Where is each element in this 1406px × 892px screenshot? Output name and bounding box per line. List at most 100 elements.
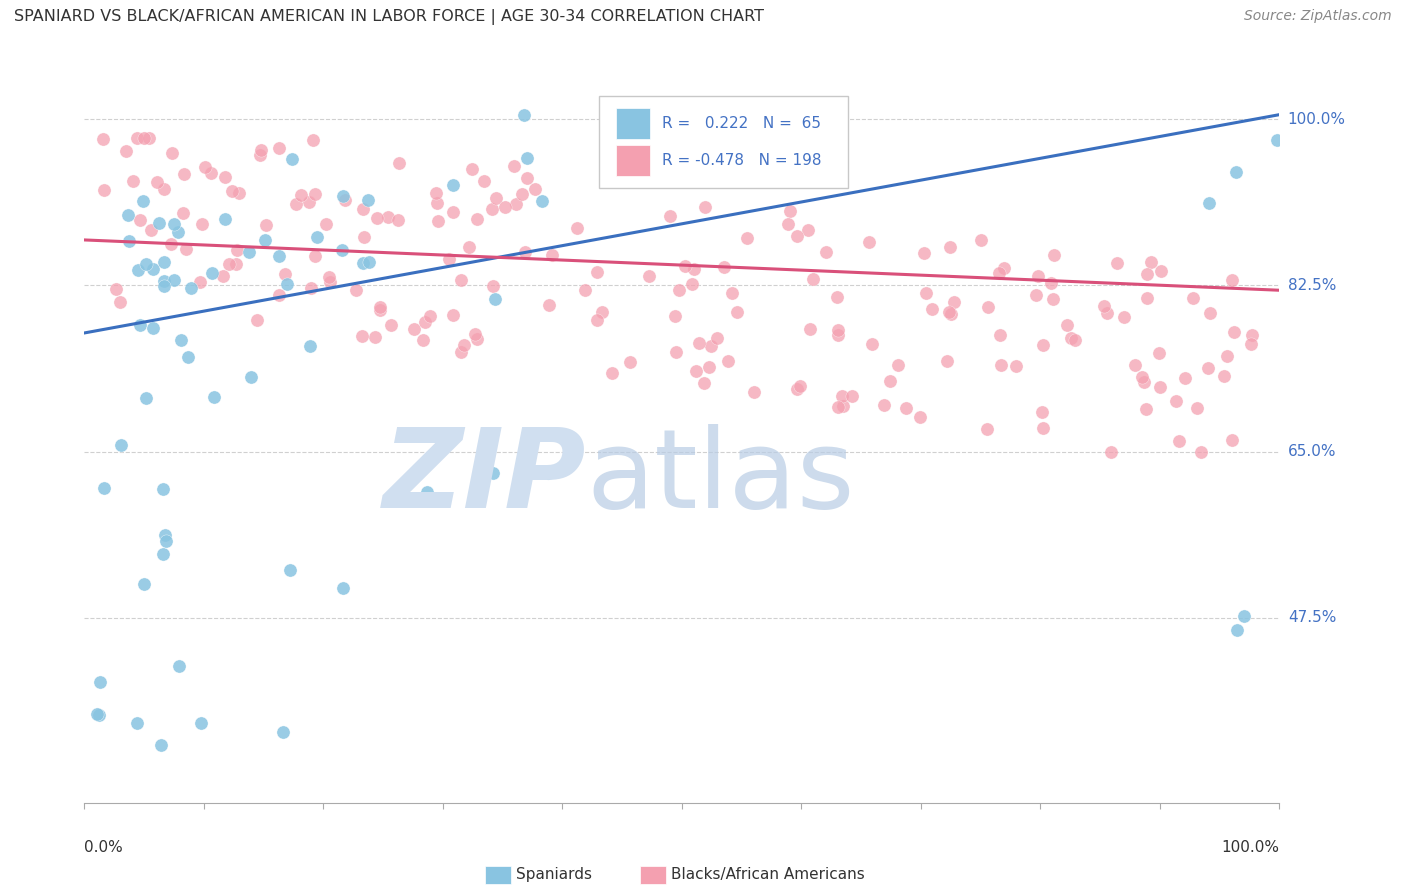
Point: [132, 576, 155, 591]
Point: [1189, 444, 1212, 458]
Point: [267, 288, 290, 302]
Point: [180, 280, 202, 294]
Point: [425, 186, 447, 200]
Text: 100.0%: 100.0%: [1222, 840, 1279, 855]
Point: [427, 213, 450, 227]
Point: [149, 738, 172, 752]
Bar: [616, 145, 650, 177]
Point: [668, 283, 690, 297]
Point: [87, 707, 110, 722]
Point: [176, 242, 198, 256]
Point: [368, 301, 391, 315]
Point: [352, 202, 374, 216]
Point: [1125, 358, 1147, 372]
Point: [276, 277, 298, 291]
Point: [1223, 326, 1246, 340]
Point: [333, 193, 356, 207]
Point: [135, 257, 157, 271]
Point: [416, 485, 439, 500]
Point: [472, 174, 495, 188]
Point: [218, 257, 240, 271]
Point: [786, 229, 808, 244]
Point: [879, 374, 901, 388]
Point: [1092, 299, 1115, 313]
Point: [1042, 292, 1064, 306]
Point: [700, 339, 723, 353]
Point: [540, 248, 562, 262]
Point: [935, 354, 957, 368]
Point: [139, 222, 162, 236]
Point: [465, 332, 488, 346]
Point: [225, 243, 247, 257]
Point: [281, 153, 304, 167]
Text: R = -0.478   N = 198: R = -0.478 N = 198: [662, 153, 821, 169]
Point: [380, 318, 402, 332]
Point: [110, 295, 132, 310]
Point: [523, 182, 546, 196]
Point: [155, 534, 177, 549]
Point: [301, 133, 323, 147]
Text: 82.5%: 82.5%: [1288, 278, 1336, 293]
Point: [457, 240, 479, 254]
Point: [201, 266, 224, 280]
Point: [1220, 273, 1243, 287]
Point: [135, 391, 157, 405]
Point: [461, 162, 484, 177]
Point: [673, 260, 696, 274]
Point: [388, 156, 411, 170]
Point: [1225, 165, 1247, 179]
Point: [1198, 306, 1220, 320]
Point: [353, 230, 375, 244]
Point: [484, 292, 506, 306]
Point: [93, 183, 115, 197]
Point: [368, 303, 391, 318]
Point: [942, 294, 965, 309]
Point: [565, 221, 588, 235]
Point: [1174, 370, 1197, 384]
Point: [163, 218, 186, 232]
Point: [211, 268, 233, 283]
Point: [163, 273, 186, 287]
Point: [1005, 359, 1028, 373]
Point: [467, 211, 489, 226]
Point: [278, 563, 301, 577]
Point: [299, 339, 322, 353]
Point: [1032, 338, 1054, 352]
Point: [153, 279, 176, 293]
Text: Blacks/African Americans: Blacks/African Americans: [671, 867, 865, 882]
Point: [1031, 405, 1053, 419]
Point: [318, 269, 340, 284]
Point: [415, 315, 437, 329]
Point: [693, 376, 716, 390]
Point: [516, 151, 538, 165]
Point: [841, 389, 863, 403]
Point: [779, 204, 801, 219]
Point: [831, 389, 853, 403]
Point: [274, 268, 297, 282]
Point: [894, 401, 917, 416]
Point: [713, 260, 735, 274]
Point: [658, 209, 681, 223]
Point: [437, 252, 460, 266]
Point: [304, 187, 326, 202]
Point: [214, 169, 236, 184]
Point: [1212, 369, 1234, 384]
Point: [1168, 434, 1191, 448]
Point: [357, 255, 380, 269]
Point: [1060, 331, 1083, 345]
Point: [253, 233, 276, 247]
Point: [346, 283, 368, 297]
Point: [1056, 318, 1078, 332]
Point: [153, 274, 176, 288]
Point: [441, 205, 464, 219]
Point: [127, 716, 149, 731]
Point: [239, 370, 262, 384]
Point: [238, 244, 260, 259]
Point: [104, 282, 127, 296]
Bar: [485, 866, 510, 884]
Point: [298, 195, 321, 210]
Point: [350, 329, 373, 343]
Point: [214, 211, 236, 226]
Point: [167, 658, 190, 673]
Point: [155, 527, 177, 541]
